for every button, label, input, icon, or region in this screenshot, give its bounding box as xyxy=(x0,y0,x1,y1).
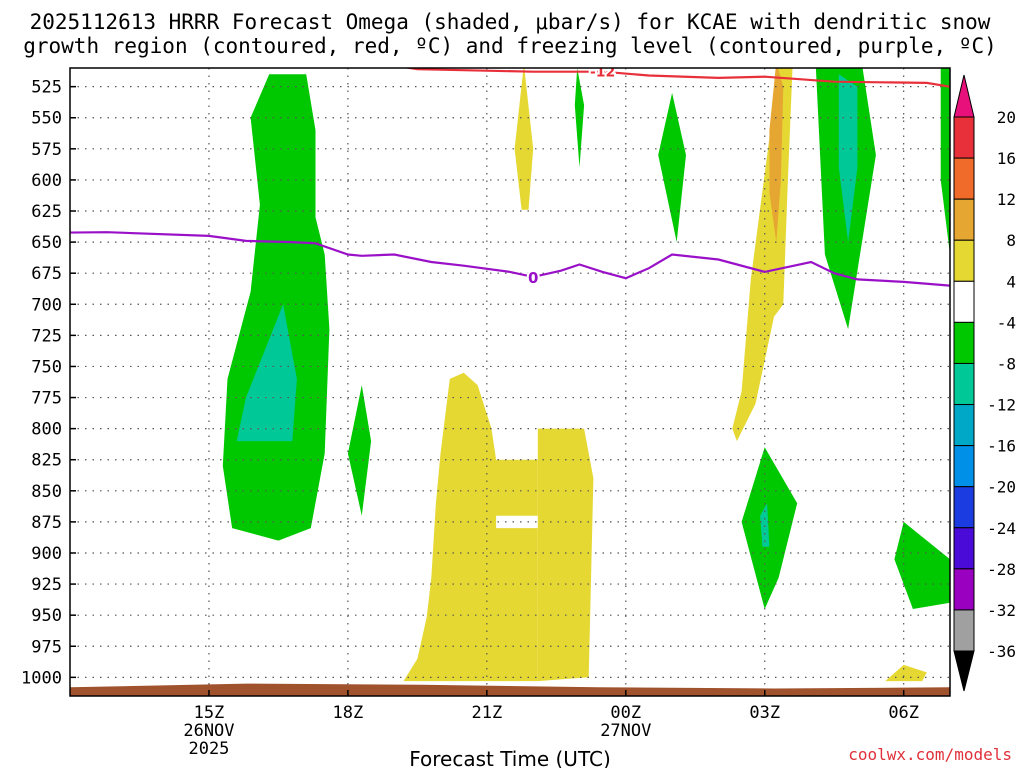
y-tick-label-975: 975 xyxy=(31,637,62,657)
colorbar-swatch-4 xyxy=(953,280,975,323)
omega-region-15 xyxy=(940,68,950,255)
omega-region-0 xyxy=(403,372,538,682)
colorbar-label-12: -32 xyxy=(987,601,1016,620)
temperature-contours: 0 -12 xyxy=(70,65,950,289)
colorbar-swatch-11 xyxy=(953,568,975,611)
x-tick-label-06Z: 06Z xyxy=(888,703,919,723)
colorbar-swatch-12 xyxy=(953,609,975,652)
x-tick-label-03Z: 03Z xyxy=(749,703,780,723)
omega-region-1 xyxy=(537,428,594,682)
y-tick-label-750: 750 xyxy=(31,357,62,377)
chart-title-line-2: growth region (contoured, red, ºC) and f… xyxy=(23,34,997,58)
y-tick-label-700: 700 xyxy=(31,295,62,315)
omega-region-8 xyxy=(347,385,372,516)
colorbar-swatch-5 xyxy=(953,321,975,364)
freezing-level-label: 0 xyxy=(528,269,538,287)
y-tick-label-525: 525 xyxy=(31,78,62,98)
colorbar: 20 16 12 8 4 -4 -8 -12 -16 -20 -24 -28 -32 -36 xyxy=(953,74,1016,692)
colorbar-label-2: 12 xyxy=(997,190,1016,209)
omega-shaded-regions xyxy=(222,68,950,682)
y-tick-label-725: 725 xyxy=(31,326,62,346)
omega-region-3 xyxy=(732,68,793,442)
x-tick-label-21Z: 21Z xyxy=(471,703,502,723)
colorbar-swatch-8 xyxy=(953,445,975,488)
omega-region-6 xyxy=(222,74,330,541)
omega-region-11 xyxy=(741,447,798,609)
y-tick-label-1000: 1000 xyxy=(21,668,62,688)
colorbar-label-11: -28 xyxy=(987,560,1016,579)
chart-title-line-1: 2025112613 HRRR Forecast Omega (shaded, … xyxy=(30,10,991,34)
x-tick-label-15Z: 15Z xyxy=(194,703,225,723)
plot-frame xyxy=(69,67,951,697)
omega-region-16 xyxy=(894,521,950,609)
colorbar-swatch-6 xyxy=(953,362,975,406)
colorbar-label-3: 8 xyxy=(1006,231,1016,250)
omega-region-5 xyxy=(885,664,927,682)
y-tick-label-675: 675 xyxy=(31,264,62,284)
freezing-level-line xyxy=(70,231,950,287)
credit-text: coolwx.com/models xyxy=(848,745,1012,764)
omega-region-14 xyxy=(838,74,858,243)
omega-region-9 xyxy=(574,68,585,168)
colorbar-swatch-9 xyxy=(953,486,975,529)
omega-region-2 xyxy=(514,68,534,210)
y-tick-label-625: 625 xyxy=(31,202,62,222)
y-tick-label-825: 825 xyxy=(31,451,62,471)
omega-region-10 xyxy=(658,92,686,243)
colorbar-label-6: -8 xyxy=(997,354,1016,373)
dgz-minus12-line xyxy=(402,68,950,88)
y-tick-label-550: 550 xyxy=(31,109,62,129)
colorbar-label-8: -16 xyxy=(987,437,1016,456)
colorbar-label-4: 4 xyxy=(1006,272,1016,291)
omega-region-4 xyxy=(769,68,784,243)
y-tick-label-900: 900 xyxy=(31,544,62,564)
y-tick-label-775: 775 xyxy=(31,389,62,409)
colorbar-swatch-7 xyxy=(953,404,975,447)
y-tick-label-925: 925 xyxy=(31,575,62,595)
colorbar-swatch-0 xyxy=(953,116,975,159)
y-tick-label-575: 575 xyxy=(31,140,62,160)
y-tick-label-600: 600 xyxy=(31,171,62,191)
colorbar-label-13: -36 xyxy=(987,642,1016,661)
colorbar-label-0: 20 xyxy=(997,108,1016,127)
y-tick-label-850: 850 xyxy=(31,482,62,502)
x-tick-label-00Z: 00Z xyxy=(610,703,641,723)
colorbar-label-9: -20 xyxy=(987,478,1016,497)
colorbar-swatch-10 xyxy=(953,527,975,570)
x-tick-label-18Z: 18Z xyxy=(333,703,364,723)
y-tick-label-875: 875 xyxy=(31,513,62,533)
ground-layer xyxy=(70,683,950,696)
colorbar-label-10: -24 xyxy=(987,519,1016,538)
y-tick-label-800: 800 xyxy=(31,420,62,440)
x-tick-date-00Z: 27NOV xyxy=(600,721,651,741)
y-tick-label-950: 950 xyxy=(31,606,62,626)
x-axis-label: Forecast Time (UTC) xyxy=(409,747,611,768)
omega-region-12 xyxy=(760,503,770,547)
dgz-minus12-label: -12 xyxy=(590,65,615,81)
y-tick-label-650: 650 xyxy=(31,233,62,253)
colorbar-label-7: -12 xyxy=(987,396,1016,415)
colorbar-swatch-2 xyxy=(953,198,975,241)
colorbar-swatch-1 xyxy=(953,157,975,200)
ground-fill xyxy=(70,683,950,696)
pressure-axis: 525 550 575 600 625 650 675 700 725 750 775 800 825 8… xyxy=(21,78,76,688)
colorbar-top-arrow xyxy=(953,74,975,118)
colorbar-label-5: -4 xyxy=(997,313,1016,332)
colorbar-swatch-3 xyxy=(953,239,975,282)
x-tick-date-15Z: 26NOV xyxy=(183,721,234,741)
x-tick-year-15Z: 2025 xyxy=(188,739,229,759)
colorbar-label-1: 16 xyxy=(997,149,1016,168)
colorbar-bottom-arrow xyxy=(953,650,975,692)
omega-region-7 xyxy=(236,304,297,442)
